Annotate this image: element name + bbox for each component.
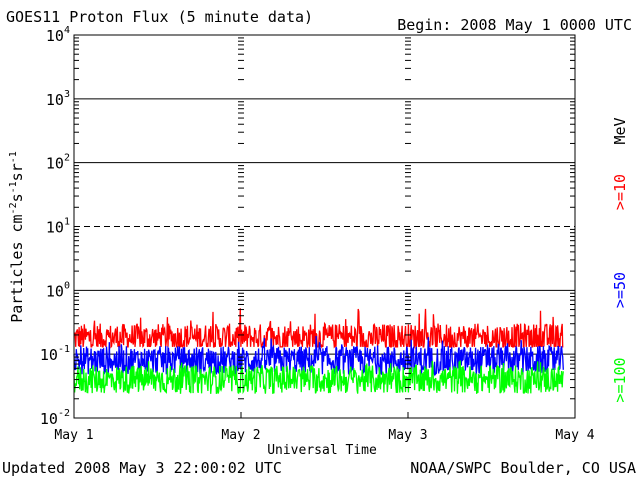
legend-entry: >=100 — [611, 357, 629, 402]
series-line — [73, 360, 564, 395]
begin-time: Begin: 2008 May 1 0000 UTC — [397, 16, 632, 34]
y-tick-label: 103 — [46, 89, 70, 109]
chart-title: GOES11 Proton Flux (5 minute data) — [6, 8, 314, 26]
y-tick-label: 101 — [46, 217, 70, 237]
x-tick-label: May 4 — [555, 428, 594, 443]
x-axis-ticks: May 1 May 2 May 3 May 4 — [54, 412, 595, 443]
series-line — [73, 308, 564, 350]
y-tick-label: 102 — [46, 153, 70, 173]
x-tick-label: May 3 — [388, 428, 427, 443]
updated-timestamp: Updated 2008 May 3 22:00:02 UTC — [2, 459, 282, 477]
y-tick-label: 100 — [46, 280, 70, 300]
y-axis-label: Particles cm-2s-1sr-1 — [8, 151, 26, 323]
x-tick-label: May 2 — [221, 428, 260, 443]
y-tick-label: 104 — [46, 25, 70, 45]
chart-grid — [74, 98, 575, 355]
y-tick-label: 10-2 — [40, 408, 70, 428]
svg-text:Particles cm-2s-1sr-1: Particles cm-2s-1sr-1 — [8, 151, 26, 323]
credit-text: NOAA/SWPC Boulder, CO USA — [410, 459, 636, 477]
legend-entry: >=10 — [611, 174, 629, 210]
legend-unit: MeV — [611, 117, 629, 144]
legend-entry: >=50 — [611, 272, 629, 308]
plot-frame — [73, 34, 576, 419]
legend: MeV >=10 >=50 >=100 — [611, 117, 629, 402]
y-tick-label: 10-1 — [40, 344, 70, 364]
x-axis-label: Universal Time — [267, 443, 377, 458]
series-layer — [73, 308, 564, 395]
x-tick-label: May 1 — [54, 428, 93, 443]
series-line — [73, 335, 564, 377]
